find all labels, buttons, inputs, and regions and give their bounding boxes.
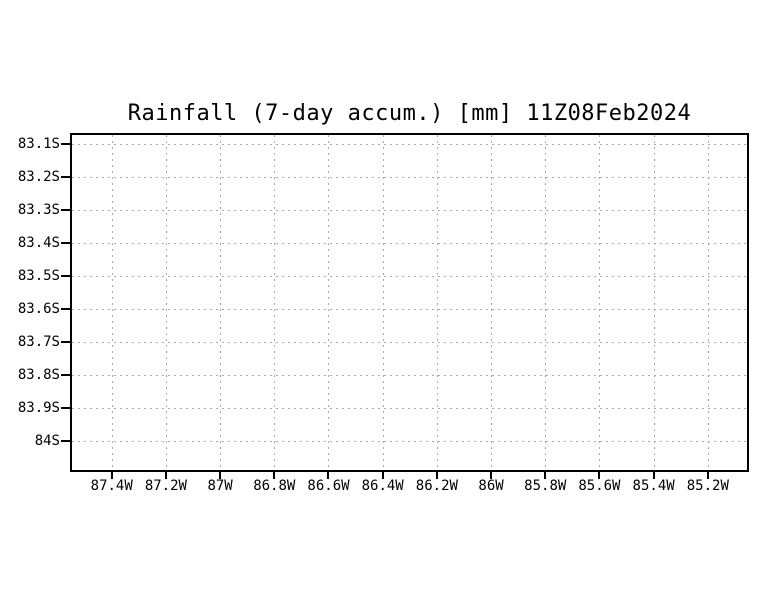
- x-tick-label: 86.4W: [361, 478, 404, 494]
- x-axis-tick: [544, 472, 547, 479]
- y-axis-tick: [61, 142, 70, 145]
- y-gridline: [72, 276, 747, 278]
- y-axis-tick: [61, 308, 70, 311]
- x-gridline: [111, 135, 113, 470]
- x-tick-label: 85.2W: [686, 478, 729, 494]
- y-tick-label: 83.5S: [17, 268, 60, 285]
- x-tick-label: 87.2W: [144, 478, 187, 494]
- x-axis-tick: [273, 472, 276, 479]
- x-axis-tick: [652, 472, 655, 479]
- x-axis-tick: [598, 472, 601, 479]
- y-tick-label: 83.1S: [17, 135, 60, 152]
- x-gridline: [220, 135, 222, 470]
- y-axis-tick: [61, 208, 70, 211]
- x-tick-label: 85.6W: [578, 478, 621, 494]
- y-tick-label: 84S: [34, 433, 60, 450]
- x-axis-tick: [327, 472, 330, 479]
- x-tick-label: 87.4W: [90, 478, 133, 494]
- y-tick-label: 83.7S: [17, 334, 60, 351]
- y-tick-label: 83.9S: [17, 400, 60, 417]
- y-tick-label: 83.6S: [17, 301, 60, 318]
- y-tick-label: 83.4S: [17, 235, 60, 252]
- y-gridline: [72, 209, 747, 211]
- y-gridline: [72, 309, 747, 311]
- y-gridline: [72, 176, 747, 178]
- x-gridline: [436, 135, 438, 470]
- y-axis-tick: [61, 341, 70, 344]
- x-axis-tick: [381, 472, 384, 479]
- x-gridline: [707, 135, 709, 470]
- y-gridline: [72, 243, 747, 245]
- x-gridline: [382, 135, 384, 470]
- x-axis-tick: [164, 472, 167, 479]
- y-tick-label: 83.8S: [17, 367, 60, 384]
- x-gridline: [165, 135, 167, 470]
- y-gridline: [72, 408, 747, 410]
- x-tick-label: 86.6W: [307, 478, 350, 494]
- x-gridline: [545, 135, 547, 470]
- y-axis-tick: [61, 175, 70, 178]
- x-axis-tick: [435, 472, 438, 479]
- y-tick-label: 83.2S: [17, 168, 60, 185]
- chart-title: Rainfall (7-day accum.) [mm] 11Z08Feb202…: [127, 101, 692, 126]
- y-axis-tick: [61, 275, 70, 278]
- x-axis-tick: [706, 472, 709, 479]
- y-axis-tick: [61, 242, 70, 245]
- x-tick-label: 85.8W: [524, 478, 567, 494]
- y-gridline: [72, 143, 747, 145]
- x-gridline: [599, 135, 601, 470]
- y-axis-tick: [61, 440, 70, 443]
- x-tick-label: 85.4W: [632, 478, 675, 494]
- y-gridline: [72, 441, 747, 443]
- plot-area: [70, 133, 749, 472]
- x-axis-tick: [110, 472, 113, 479]
- x-axis-tick: [219, 472, 222, 479]
- y-axis-tick: [61, 374, 70, 377]
- x-axis-tick: [490, 472, 493, 479]
- y-gridline: [72, 342, 747, 344]
- x-gridline: [653, 135, 655, 470]
- y-tick-label: 83.3S: [17, 201, 60, 218]
- x-tick-label: 86.8W: [253, 478, 296, 494]
- y-axis-tick: [61, 407, 70, 410]
- x-gridline: [274, 135, 276, 470]
- x-gridline: [491, 135, 493, 470]
- y-gridline: [72, 375, 747, 377]
- x-tick-label: 86.2W: [415, 478, 458, 494]
- x-tick-label: 87W: [207, 478, 233, 494]
- x-tick-label: 86W: [478, 478, 504, 494]
- x-gridline: [328, 135, 330, 470]
